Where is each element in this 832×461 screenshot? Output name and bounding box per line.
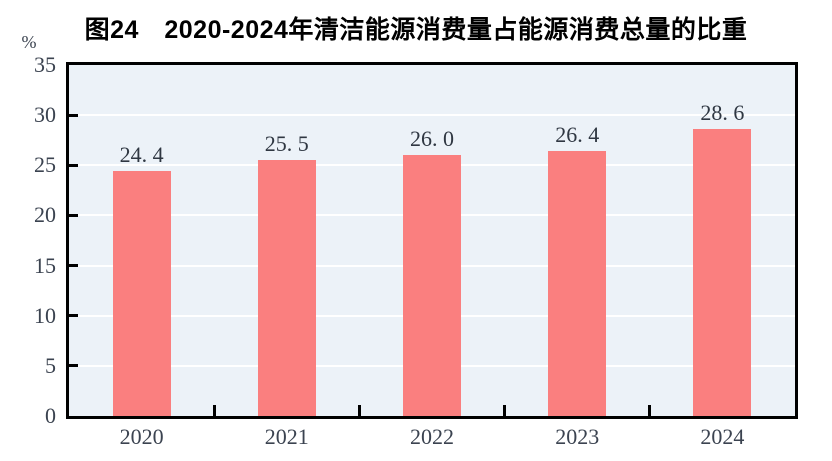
y-tick-label: 25 (34, 152, 56, 178)
y-axis-unit-label: % (21, 32, 37, 52)
x-tick-label-2023: 2023 (555, 424, 600, 449)
plot-area (66, 62, 798, 419)
y-tick-label: 10 (34, 302, 56, 328)
gridline (69, 114, 795, 117)
data-label-2023: 26. 4 (555, 122, 600, 148)
y-axis-tick (69, 264, 78, 268)
y-axis-tick (69, 213, 78, 217)
chart-title: 图24 2020-2024年清洁能源消费量占能源消费总量的比重 (84, 16, 748, 44)
y-tick-label: 35 (34, 52, 56, 77)
y-axis-tick (69, 314, 78, 318)
y-tick-label: 30 (34, 102, 56, 128)
bar-2021 (257, 160, 316, 416)
data-label-2022: 26. 0 (410, 126, 454, 152)
y-tick-label: 0 (45, 403, 56, 428)
x-tick-label-2020: 2020 (119, 424, 164, 449)
bar-2020 (112, 171, 171, 416)
x-axis-tick (503, 405, 507, 416)
x-axis-tick (648, 405, 652, 416)
data-label-2021: 25. 5 (264, 131, 309, 157)
data-label-2020: 24. 4 (119, 142, 164, 168)
x-axis-tick (357, 405, 361, 416)
y-axis-tick (69, 163, 78, 167)
x-tick-label-2021: 2021 (264, 424, 309, 449)
axis-tick-layer (69, 65, 795, 416)
bar-2022 (403, 155, 461, 416)
bar-layer (69, 65, 795, 416)
y-tick-label: 15 (34, 252, 56, 278)
y-axis-tick (69, 364, 78, 368)
x-axis-tick (212, 405, 216, 416)
x-tick-label-2022: 2022 (410, 424, 454, 449)
x-tick-label-2024: 2024 (700, 424, 745, 449)
bar-2023 (548, 151, 607, 416)
y-tick-label: 20 (34, 202, 56, 228)
y-axis-tick (69, 113, 78, 117)
data-label-2024: 28. 6 (700, 100, 745, 126)
bar-2024 (693, 129, 752, 416)
y-tick-label: 5 (45, 352, 56, 378)
